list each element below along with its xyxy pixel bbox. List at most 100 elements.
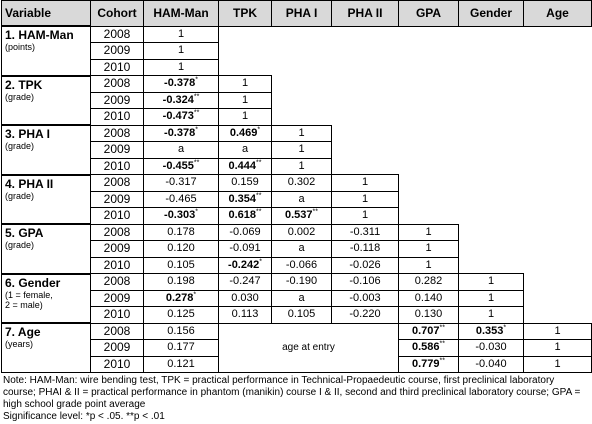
table-row: 6. Gender (1 = female, 2 = male) 2008 0.198-… xyxy=(1,272,592,324)
cohort-cell: 2009 xyxy=(90,91,144,109)
empty-cell xyxy=(524,158,592,175)
cohort-cell: 2009 xyxy=(90,141,144,159)
empty-cell xyxy=(459,191,524,208)
table-row: 7. Age (years) 2008 0.156 age at entry 0.707*… xyxy=(1,322,592,373)
table-row: 2009 0.177 0.586** -0.030 1 xyxy=(2,339,592,357)
value-cell: -0.247 xyxy=(218,273,272,291)
coefficient: -0.473 xyxy=(162,110,194,123)
note-line: Significance level: *p < .05. **p < .01 xyxy=(3,411,165,422)
value-cell: -0.324** xyxy=(143,91,219,109)
table-row: 1. HAM-Man (points) 2008 1 xyxy=(1,25,592,76)
empty-cell xyxy=(399,26,459,43)
value-cell: 0.469* xyxy=(218,124,272,142)
empty-cell xyxy=(524,307,592,324)
empty-cell xyxy=(459,109,524,126)
variable-cell: 3. PHA I (grade) xyxy=(1,124,91,175)
significance-mark: ** xyxy=(312,208,318,216)
variable-unit: (grade) xyxy=(5,240,35,250)
empty-cell xyxy=(459,208,524,225)
value-cell: 0.130 xyxy=(398,306,459,324)
empty-cell xyxy=(524,208,592,225)
note-line: Note: HAM-Man: wire bending test, TPK = … xyxy=(3,375,581,410)
correlation-table: Variable Cohort HAM-Man TPK PHA I PHA II GPA Ge… xyxy=(1,0,592,373)
variable-label: 4. PHA II xyxy=(5,176,54,191)
value-cell: 0.120 xyxy=(143,240,219,258)
empty-cell xyxy=(399,142,459,159)
empty-cell xyxy=(524,76,592,93)
value-cell: -0.091 xyxy=(218,240,272,258)
significance-mark: ** xyxy=(193,159,200,167)
cohort-cell: 2010 xyxy=(90,306,144,324)
value-cell: 1 xyxy=(458,273,524,291)
column-header: PHA II xyxy=(331,0,399,27)
coefficient: -0.378 xyxy=(164,126,196,139)
empty-cell xyxy=(524,43,592,60)
value-cell: a xyxy=(143,141,219,159)
cohort-cell: 2010 xyxy=(90,256,144,274)
value-cell: 0.198 xyxy=(143,273,219,291)
table-row: 2010 1 xyxy=(2,58,592,76)
value-cell: 0.278* xyxy=(143,289,219,307)
cohort-cell: 2008 xyxy=(90,273,144,291)
value-cell: 1 xyxy=(398,256,459,274)
empty-cell xyxy=(459,175,524,192)
coefficient: 0.469 xyxy=(229,126,258,139)
table-row: 2010 -0.473** 1 xyxy=(2,108,592,126)
cohort-cell: 2010 xyxy=(90,157,144,175)
table-row: 2010 -0.455** 0.444** 1 xyxy=(2,157,592,175)
table-row: 2010 0.121 0.779** -0.040 1 xyxy=(2,355,592,373)
table-body: 1. HAM-Man (points) 2008 1 2009 1 2010 1 2. TPK(… xyxy=(1,25,592,373)
variable-label: 5. GPA xyxy=(5,226,44,240)
value-cell: -0.190 xyxy=(271,273,332,291)
empty-cell xyxy=(399,158,459,175)
empty-cell xyxy=(399,92,459,109)
empty-cell xyxy=(459,125,524,142)
notes: Note: HAM-Man: wire bending test, TPK = … xyxy=(1,373,591,423)
value-cell: 0.353* xyxy=(458,322,524,340)
coefficient: -0.378 xyxy=(164,77,196,90)
value-cell: a xyxy=(271,190,332,208)
empty-cell xyxy=(272,76,332,93)
value-cell: 1 xyxy=(523,355,592,373)
value-cell: 1 xyxy=(458,289,524,307)
value-cell: 0.121 xyxy=(143,355,219,373)
value-cell: -0.378* xyxy=(143,124,219,142)
value-cell: 0.105 xyxy=(271,306,332,324)
coefficient: 0.444 xyxy=(228,159,257,172)
coefficient: -0.324 xyxy=(162,93,194,106)
empty-cell xyxy=(524,92,592,109)
empty-cell xyxy=(219,26,272,43)
span-cell: age at entry xyxy=(218,322,399,373)
value-cell: 1 xyxy=(143,42,219,60)
cohort-cell: 2008 xyxy=(90,174,144,192)
coefficient: 0.537 xyxy=(285,209,313,222)
value-cell: -0.106 xyxy=(331,273,399,291)
empty-cell xyxy=(524,290,592,307)
value-cell: 1 xyxy=(331,190,399,208)
value-cell: 0.779** xyxy=(398,355,459,373)
variable-unit: (grade) xyxy=(5,141,35,151)
variable-cell: 5. GPA (grade) xyxy=(1,223,91,274)
value-cell: -0.242* xyxy=(218,256,272,274)
coefficient: 0.779 xyxy=(412,357,440,370)
empty-cell xyxy=(459,76,524,93)
value-cell: 0.282 xyxy=(398,273,459,291)
value-cell: 0.030 xyxy=(218,289,272,307)
value-cell: 0.354** xyxy=(218,190,272,208)
column-header: HAM-Man xyxy=(143,0,219,27)
value-cell: -0.317 xyxy=(143,174,219,192)
empty-cell xyxy=(399,43,459,60)
empty-cell xyxy=(399,59,459,76)
value-cell: 1 xyxy=(398,223,459,241)
table-row: 2. TPK (grade) 2008 -0.378* 1 xyxy=(1,74,592,126)
value-cell: 1 xyxy=(271,141,332,159)
column-header: PHA I xyxy=(271,0,332,27)
value-cell: -0.465 xyxy=(143,190,219,208)
table-row: 2009 a a 1 xyxy=(2,141,592,159)
empty-cell xyxy=(332,43,399,60)
cohort-cell: 2008 xyxy=(90,25,144,43)
empty-cell xyxy=(524,109,592,126)
empty-cell xyxy=(459,224,524,241)
empty-cell xyxy=(524,142,592,159)
